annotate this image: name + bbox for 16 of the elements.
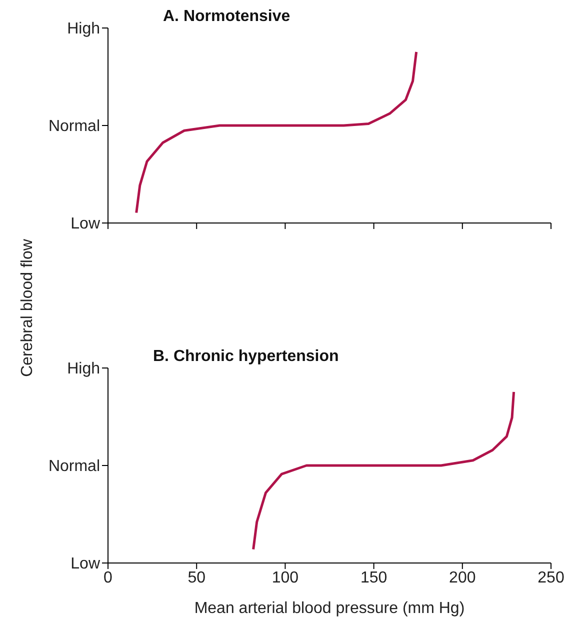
text: Normal	[48, 458, 100, 476]
text: High	[67, 20, 100, 38]
text: Low	[70, 556, 100, 573]
x-tick-label: 150	[360, 569, 388, 586]
text: Normal	[48, 118, 100, 136]
x-tick-label: 200	[449, 569, 476, 586]
x-tick-label: 0	[104, 569, 113, 586]
chart-title: B. Chronic hypertension	[153, 348, 339, 366]
text: Low	[70, 216, 100, 233]
x-tick-label: 100	[272, 569, 299, 586]
x-tick-label: 250	[538, 569, 564, 586]
x-axis-title: Mean arterial blood pressure (mm Hg)	[194, 600, 465, 617]
chart-title: A. Normotensive	[163, 8, 290, 26]
text: High	[67, 360, 100, 378]
y-axis-title: Cerebral blood flow	[19, 239, 37, 377]
x-tick-label: 50	[188, 569, 206, 586]
